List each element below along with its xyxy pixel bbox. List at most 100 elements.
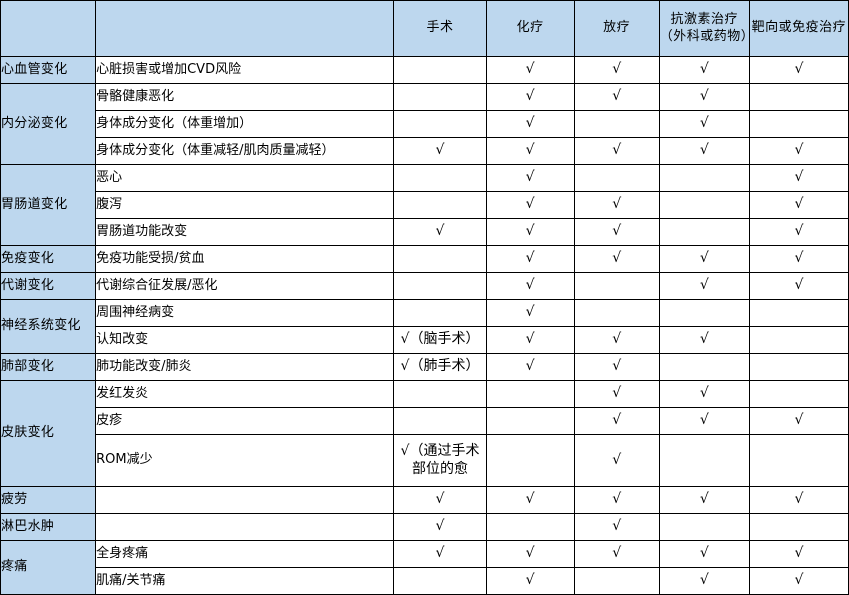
empty-cell: [658, 513, 750, 541]
check-icon: √: [612, 142, 622, 159]
check-mark-cell: √: [573, 434, 660, 487]
check-icon: √: [435, 491, 445, 508]
check-mark-cell: √: [393, 486, 487, 514]
check-mark-cell: √: [485, 353, 575, 381]
table-row: 神经系统变化 周围神经病变 √: [0, 299, 849, 354]
check-mark-cell: √: [748, 540, 849, 568]
check-icon: √: [525, 277, 535, 294]
table-row: 皮肤变化 发红发炎 √ √: [0, 380, 849, 487]
check-mark-cell: √: [573, 540, 660, 568]
empty-cell: [748, 299, 849, 327]
check-mark-cell: √: [573, 513, 660, 541]
check-mark-cell: √: [573, 83, 660, 111]
item-cell: 皮疹: [95, 407, 395, 435]
check-icon: √: [525, 572, 535, 589]
check-icon: √: [525, 88, 535, 105]
item-cell: 代谢综合征发展/恶化: [95, 272, 395, 300]
table-row: 身体成分变化（体重增加） √ √: [1, 110, 849, 138]
check-mark-cell: √: [485, 137, 575, 165]
check-icon: √: [435, 545, 445, 562]
item-cell: 肺功能改变/肺炎: [95, 353, 395, 381]
category-cell: 神经系统变化: [0, 299, 97, 354]
check-mark-cell: √: [748, 191, 849, 219]
check-mark-cell: √: [393, 137, 487, 165]
check-mark-cell: √: [658, 272, 750, 300]
table-row: 疲劳 √ √ √ √ √: [0, 486, 849, 514]
empty-cell: [485, 380, 575, 408]
check-mark-cell: √: [748, 218, 849, 246]
empty-cell: [485, 407, 575, 435]
empty-cell: [485, 513, 575, 541]
category-cell: 心血管变化: [0, 56, 97, 84]
check-mark-cell: √: [658, 540, 750, 568]
item-cell: 腹泻: [95, 191, 395, 219]
check-mark-cell: √: [485, 567, 575, 595]
check-icon: √: [612, 545, 622, 562]
empty-cell: [658, 191, 750, 219]
empty-cell: [393, 56, 487, 84]
empty-cell: [393, 380, 487, 408]
item-cell: ROM减少: [95, 434, 395, 487]
item-cell: 肌痛/关节痛: [95, 567, 395, 595]
table-header: 手术 化疗 放疗 抗激素治疗（外科或药物） 靶向或免疫治疗: [0, 0, 849, 57]
check-mark-cell: √: [573, 353, 660, 381]
category-cell: 皮肤变化: [0, 380, 97, 487]
check-mark-cell: √: [748, 407, 849, 435]
check-mark-cell: √: [573, 191, 660, 219]
item-cell: 认知改变: [95, 326, 395, 354]
empty-cell: [573, 164, 660, 192]
check-mark-cell: √: [485, 245, 575, 273]
check-icon: √: [435, 518, 445, 535]
check-icon: √: [794, 250, 804, 267]
check-mark-cell: √: [573, 137, 660, 165]
check-icon: √: [525, 331, 535, 348]
check-icon: √: [525, 196, 535, 213]
category-cell: 淋巴水肿: [0, 513, 97, 541]
empty-cell: [573, 272, 660, 300]
check-mark-cell: √: [485, 540, 575, 568]
empty-cell: [393, 567, 487, 595]
table-row: 皮疹 √ √ √: [1, 407, 849, 435]
table-row: 肌痛/关节痛 √ √ √: [1, 567, 849, 595]
check-icon: √: [525, 250, 535, 267]
category-cell: 疲劳: [0, 486, 97, 514]
check-mark-cell: √: [658, 137, 750, 165]
check-icon: √: [612, 412, 622, 429]
check-icon: √: [435, 142, 445, 159]
empty-cell: [748, 83, 849, 111]
check-mark-cell: √: [573, 407, 660, 435]
item-cell: 身体成分变化（体重减轻/肌肉质量减轻）: [95, 137, 395, 165]
check-icon: √: [699, 412, 709, 429]
empty-cell: [748, 380, 849, 408]
item-cell: 免疫功能受损/贫血: [95, 245, 395, 273]
table-row: 淋巴水肿 √ √: [0, 513, 849, 541]
item-cell: 发红发炎: [95, 380, 395, 408]
table-row: ROM减少 √（通过手术部位的愈 √: [1, 434, 849, 487]
header-item-blank: [95, 0, 395, 57]
check-mark-cell: √: [748, 137, 849, 165]
check-icon: √: [612, 518, 622, 535]
check-mark-cell: √（脑手术）: [393, 326, 487, 354]
check-icon: √: [699, 545, 709, 562]
check-icon: √: [794, 142, 804, 159]
check-mark-cell: √（通过手术部位的愈: [393, 434, 487, 487]
check-icon: √: [435, 223, 445, 240]
empty-cell: [658, 218, 750, 246]
header-category-blank: [0, 0, 97, 57]
item-cell: 全身疼痛: [95, 540, 395, 568]
empty-cell: [393, 272, 487, 300]
category-cell: 代谢变化: [0, 272, 97, 300]
empty-cell: [748, 326, 849, 354]
check-icon: √: [612, 223, 622, 240]
category-cell: 内分泌变化: [0, 83, 97, 165]
check-icon: √: [794, 223, 804, 240]
check-icon: √: [612, 385, 622, 402]
category-cell: 免疫变化: [0, 245, 97, 273]
empty-cell: [748, 513, 849, 541]
check-mark-cell: √: [748, 164, 849, 192]
table-row: 胃肠道变化 恶心 √ √: [0, 164, 849, 246]
check-icon: √（肺手术）: [400, 358, 480, 375]
check-icon: √: [699, 277, 709, 294]
empty-cell: [393, 245, 487, 273]
